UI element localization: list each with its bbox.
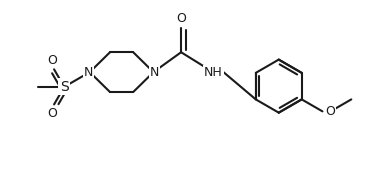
Text: O: O <box>176 12 186 25</box>
Text: N: N <box>84 66 93 79</box>
Text: O: O <box>47 54 57 67</box>
Text: O: O <box>325 105 335 118</box>
Text: N: N <box>150 66 159 79</box>
Text: O: O <box>47 107 57 120</box>
Text: S: S <box>60 80 69 94</box>
Text: NH: NH <box>204 66 223 79</box>
